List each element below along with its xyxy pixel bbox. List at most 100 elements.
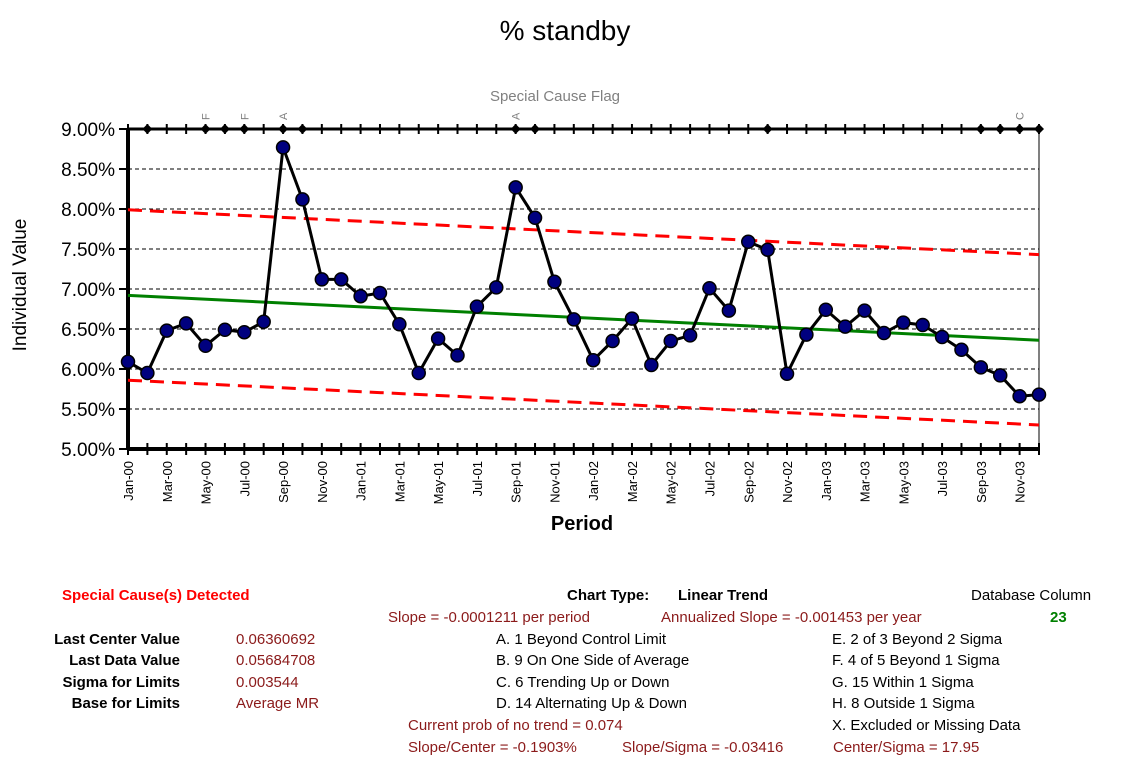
flag-label: C: [1015, 112, 1027, 120]
x-tick-label: Nov-02: [780, 461, 795, 503]
x-axis-title: Period: [551, 513, 613, 535]
data-point: [954, 342, 969, 358]
data-point: [469, 299, 485, 314]
chart-type-value: Linear Trend: [678, 587, 769, 604]
y-tick-label: 8.00%: [61, 200, 115, 221]
data-point: [333, 272, 349, 287]
flag-marker: [297, 124, 308, 134]
data-point: [682, 328, 698, 343]
prob-trend-text: Current prob of no trend = 0.074: [408, 717, 623, 734]
flag-label: A: [511, 112, 523, 120]
data-point: [314, 272, 330, 287]
rule-d: D. 14 Alternating Up & Down: [496, 695, 687, 712]
x-tick-label: Mar-00: [160, 461, 175, 502]
rule-e: E. 2 of 3 Beyond 2 Sigma: [832, 631, 1003, 648]
x-tick-label: Nov-03: [1013, 461, 1028, 503]
rule-g: G. 15 Within 1 Sigma: [832, 674, 974, 691]
data-point: [799, 327, 814, 342]
x-tick-label: May-01: [431, 461, 446, 504]
series-lines: [127, 146, 1040, 427]
data-point: [198, 338, 213, 354]
flag-label: F: [201, 113, 213, 120]
data-point: [489, 280, 504, 295]
x-tick-label: Sep-00: [276, 461, 291, 503]
flag-marker: [239, 124, 250, 134]
y-tick-label: 5.50%: [61, 400, 115, 421]
rule-b: B. 9 On One Side of Average: [496, 652, 690, 669]
x-tick-label: May-02: [664, 461, 679, 504]
annualized-slope-text: Annualized Slope = -0.001453 per year: [661, 609, 922, 626]
x-tick-label: Mar-03: [858, 461, 873, 502]
base-label: Base for Limits: [71, 695, 180, 712]
x-tick-label: Sep-03: [974, 461, 989, 503]
y-tick-label: 6.00%: [61, 360, 115, 381]
data-point: [566, 312, 582, 327]
x-tick-label: Mar-02: [625, 461, 640, 502]
x-tick-label: Jul-01: [470, 461, 485, 496]
y-axis-labels: 5.00% 5.50% 6.00% 6.50% 7.00% 7.50% 8.00% 8.50%…: [61, 120, 115, 461]
upper-control-limit: [127, 208, 1040, 257]
x-tick-label: Jan-00: [121, 461, 136, 501]
y-tick-label: 6.50%: [61, 320, 115, 341]
control-chart: % standby Special Cause Flag 5.00% 5.50% 6…: [10, 15, 1047, 535]
data-point: [702, 280, 717, 296]
data-point: [973, 360, 989, 375]
last-data-value: 0.05684708: [236, 652, 316, 669]
data-point: [217, 322, 233, 338]
data-point: [915, 317, 930, 333]
flag-marker: [219, 124, 230, 134]
x-tick-label: Jul-03: [935, 461, 950, 496]
data-point: [295, 192, 310, 207]
center-sigma-text: Center/Sigma = 17.95: [833, 739, 980, 756]
data-point: [159, 323, 175, 338]
data-point: [605, 333, 620, 349]
rule-f: F. 4 of 5 Beyond 1 Sigma: [832, 652, 1000, 669]
data-point: [256, 314, 271, 330]
flag-marker: [278, 124, 289, 134]
y-tick-label: 7.00%: [61, 280, 115, 301]
data-point: [120, 354, 136, 370]
lower-control-limit: [127, 378, 1040, 427]
data-point: [818, 302, 834, 318]
data-point: [760, 242, 775, 258]
data-point: [779, 366, 795, 382]
flag-label: A: [278, 112, 290, 120]
data-point: [372, 285, 388, 301]
data-point: [741, 234, 756, 250]
chart-type-label: Chart Type:: [567, 587, 650, 604]
x-tick-label: Nov-00: [315, 461, 330, 503]
base-value: Average MR: [236, 695, 320, 712]
rule-a: A. 1 Beyond Control Limit: [496, 631, 667, 648]
last-center-value: 0.06360692: [236, 631, 316, 648]
data-points: [120, 140, 1047, 404]
flag-marker: [510, 124, 521, 134]
slope-text: Slope = -0.0001211 per period: [388, 609, 590, 626]
data-point: [992, 368, 1008, 383]
database-column-value: 23: [1050, 609, 1067, 626]
data-point: [508, 180, 523, 195]
y-tick-label: 7.50%: [61, 240, 115, 261]
x-axis-labels: Jan-00 Mar-00 May-00 Jul-00 Sep-00 Nov-00 Jan-…: [121, 461, 1028, 504]
database-column-label: Database Column: [971, 587, 1092, 604]
data-point: [430, 331, 446, 346]
flag-marker: [1014, 124, 1025, 134]
x-tick-label: Sep-02: [741, 461, 756, 503]
data-point: [644, 357, 659, 373]
sigma-value: 0.003544: [236, 674, 299, 691]
y-tick-label: 9.00%: [61, 120, 115, 141]
x-tick-label: Nov-01: [547, 461, 562, 503]
data-point: [896, 315, 911, 330]
data-point: [837, 319, 853, 334]
slope-sigma-text: Slope/Sigma = -0.03416: [622, 739, 784, 756]
data-point: [237, 324, 252, 340]
data-point: [663, 333, 678, 349]
flag-marker: [762, 124, 773, 134]
flag-marker: [975, 124, 986, 134]
data-point: [411, 365, 426, 381]
x-tick-label: May-00: [199, 461, 214, 504]
y-tick-label: 5.00%: [61, 440, 115, 461]
x-tick-label: Jan-02: [586, 461, 601, 501]
sigma-label: Sigma for Limits: [62, 674, 180, 691]
data-point: [1012, 388, 1027, 404]
